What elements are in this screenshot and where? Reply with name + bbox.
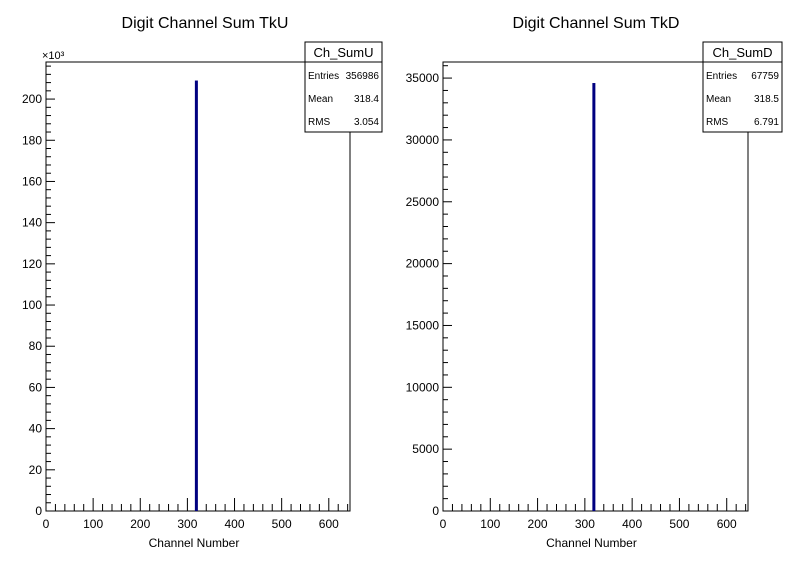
y-tick-label: 5000: [412, 442, 439, 456]
chart-panel-1: [45, 41, 383, 512]
x-tick-label: 400: [622, 517, 642, 531]
stats-value: 3.054: [354, 117, 379, 128]
y-tick-label: 15000: [406, 318, 440, 332]
x-tick-label: 100: [83, 517, 103, 531]
y-tick-label: 200: [22, 92, 42, 106]
y-tick-label: 0: [432, 504, 439, 518]
plot-frame: [442, 61, 749, 512]
stats-label: Entries: [706, 71, 737, 82]
x-tick-label: 500: [272, 517, 292, 531]
y-tick-label: 30000: [406, 133, 440, 147]
stats-title: Ch_SumU: [314, 45, 374, 60]
y-multiplier-label: ×10³: [42, 50, 65, 62]
x-tick-label: 0: [440, 517, 447, 531]
stats-label: Mean: [706, 94, 731, 105]
y-tick-label: 10000: [406, 380, 440, 394]
stats-value: 356986: [346, 71, 380, 82]
stats-label: Entries: [308, 71, 339, 82]
y-tick-label: 100: [22, 298, 42, 312]
stats-title: Ch_SumD: [713, 45, 773, 60]
stats-value: 6.791: [754, 117, 779, 128]
y-tick-label: 140: [22, 216, 42, 230]
chart-title: Digit Channel Sum TkD: [513, 15, 680, 32]
stats-value: 318.4: [354, 94, 379, 105]
x-tick-label: 200: [528, 517, 548, 531]
y-tick-label: 25000: [406, 195, 440, 209]
y-tick-label: 20000: [406, 257, 440, 271]
histogram-bar: [592, 83, 596, 511]
stats-value: 318.5: [754, 94, 779, 105]
x-axis-label: Channel Number: [546, 536, 637, 550]
y-tick-label: 0: [35, 504, 42, 518]
stats-label: Mean: [308, 94, 333, 105]
y-tick-label: 35000: [406, 71, 440, 85]
x-tick-label: 300: [177, 517, 197, 531]
x-tick-label: 600: [319, 517, 339, 531]
y-tick-label: 40: [29, 422, 43, 436]
stats-value: 67759: [751, 71, 779, 82]
x-tick-label: 200: [130, 517, 150, 531]
y-tick-label: 160: [22, 174, 42, 188]
x-axis-label: Channel Number: [149, 536, 240, 550]
x-tick-label: 100: [480, 517, 500, 531]
x-tick-label: 400: [225, 517, 245, 531]
histogram-bar: [194, 80, 198, 512]
plot-frame: [45, 61, 351, 512]
x-tick-label: 500: [669, 517, 689, 531]
stats-box: [702, 41, 783, 133]
y-tick-label: 60: [29, 380, 43, 394]
stats-box: [304, 41, 383, 133]
stats-label: RMS: [308, 117, 331, 128]
x-tick-label: 600: [717, 517, 737, 531]
y-tick-label: 80: [29, 339, 43, 353]
x-tick-label: 300: [575, 517, 595, 531]
y-tick-label: 20: [29, 463, 43, 477]
chart-panel-2: [442, 41, 783, 512]
y-tick-label: 120: [22, 257, 42, 271]
stats-label: RMS: [706, 117, 729, 128]
x-tick-label: 0: [43, 517, 50, 531]
y-tick-label: 180: [22, 133, 42, 147]
chart-title: Digit Channel Sum TkU: [122, 15, 289, 32]
